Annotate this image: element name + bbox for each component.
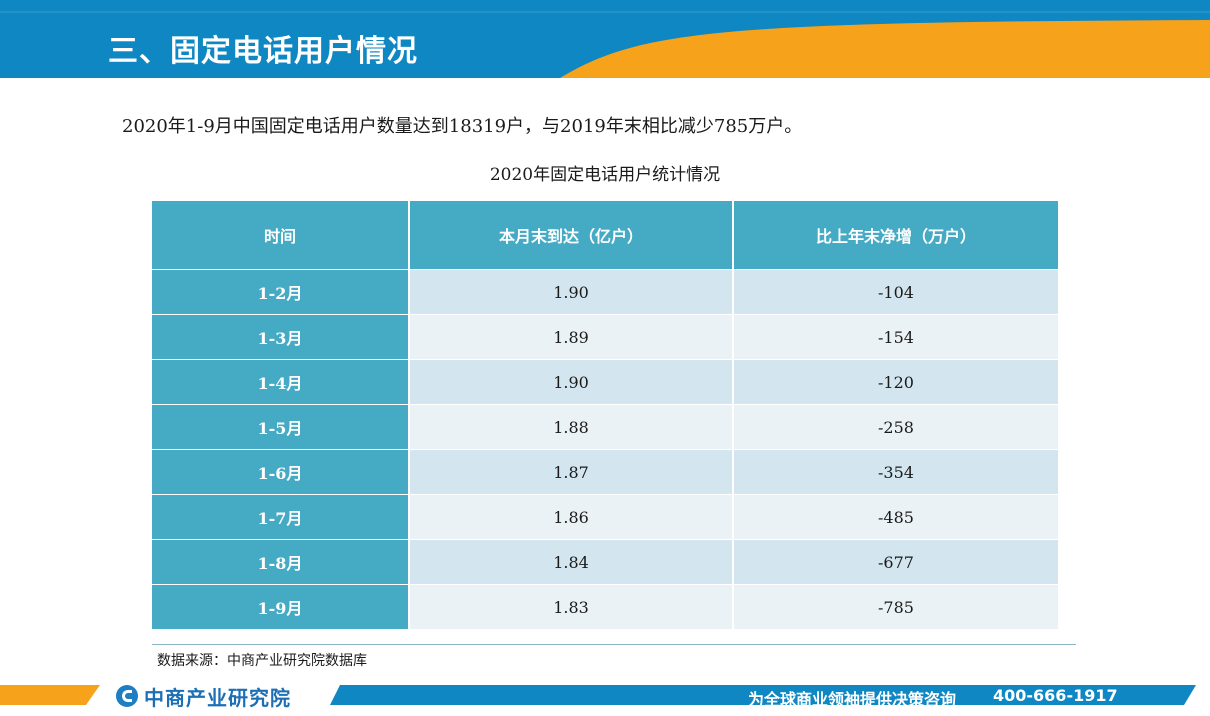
cell-time: 1-3月 — [152, 314, 410, 360]
cell-increase: -485 — [733, 494, 1058, 540]
footer-phone: 400-666-1917 — [993, 686, 1118, 705]
company-logo: 中商产业研究院 — [116, 684, 291, 710]
cell-arrival: 1.87 — [409, 449, 734, 495]
cell-arrival: 1.89 — [409, 314, 734, 360]
cell-time: 1-8月 — [152, 539, 410, 585]
footer-background — [0, 685, 1196, 705]
table-header-row: 时间 本月末到达（亿户） 比上年末净增（万户） — [152, 201, 1058, 270]
cell-time: 1-6月 — [152, 449, 410, 495]
table-title: 2020年固定电话用户统计情况 — [489, 165, 721, 185]
cell-increase: -785 — [733, 584, 1058, 629]
statistics-table: 时间 本月末到达（亿户） 比上年末净增（万户） 1-2月 1.90 -104 1… — [152, 201, 1058, 629]
cell-increase: -154 — [733, 314, 1058, 360]
footer-bar — [0, 681, 1210, 716]
table-row: 1-4月 1.90 -120 — [152, 359, 1058, 405]
page-title: 三、固定电话用户情况 — [108, 34, 418, 69]
column-header-time: 时间 — [152, 201, 410, 270]
cell-time: 1-7月 — [152, 494, 410, 540]
table-row: 1-9月 1.83 -785 — [152, 584, 1058, 629]
data-source: 数据来源：中商产业研究院数据库 — [157, 653, 367, 669]
logo-icon — [116, 685, 138, 707]
cell-time: 1-4月 — [152, 359, 410, 405]
cell-increase: -677 — [733, 539, 1058, 585]
cell-time: 1-9月 — [152, 584, 410, 629]
cell-arrival: 1.86 — [409, 494, 734, 540]
header-background — [0, 0, 1210, 78]
cell-increase: -258 — [733, 404, 1058, 450]
column-header-increase: 比上年末净增（万户） — [733, 201, 1058, 270]
table-row: 1-5月 1.88 -258 — [152, 404, 1058, 450]
divider-line — [152, 644, 1076, 645]
cell-arrival: 1.90 — [409, 359, 734, 405]
cell-arrival: 1.88 — [409, 404, 734, 450]
footer-slogan: 为全球商业领袖提供决策咨询 — [748, 690, 957, 709]
logo-text: 中商产业研究院 — [144, 685, 291, 710]
summary-text: 2020年1-9月中国固定电话用户数量达到18319户，与2019年末相比减少7… — [122, 116, 803, 137]
table-row: 1-8月 1.84 -677 — [152, 539, 1058, 585]
column-header-arrival: 本月末到达（亿户） — [409, 201, 734, 270]
table-row: 1-6月 1.87 -354 — [152, 449, 1058, 495]
table-row: 1-3月 1.89 -154 — [152, 314, 1058, 360]
cell-increase: -104 — [733, 269, 1058, 315]
cell-arrival: 1.90 — [409, 269, 734, 315]
cell-time: 1-2月 — [152, 269, 410, 315]
cell-arrival: 1.83 — [409, 584, 734, 629]
table-row: 1-7月 1.86 -485 — [152, 494, 1058, 540]
table-row: 1-2月 1.90 -104 — [152, 269, 1058, 315]
cell-arrival: 1.84 — [409, 539, 734, 585]
header-banner: 三、固定电话用户情况 — [0, 0, 1210, 78]
cell-time: 1-5月 — [152, 404, 410, 450]
cell-increase: -120 — [733, 359, 1058, 405]
cell-increase: -354 — [733, 449, 1058, 495]
